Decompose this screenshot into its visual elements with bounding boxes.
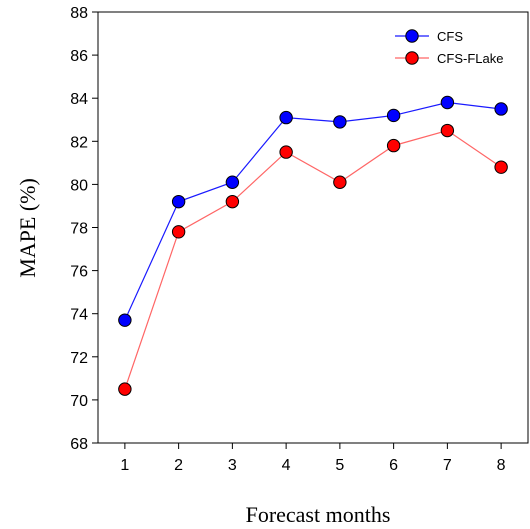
series-line-cfs [124, 101, 502, 321]
x-tick-label: 5 [335, 457, 344, 474]
data-point-cfs [386, 108, 401, 123]
legend: CFS CFS-FLake [395, 29, 503, 66]
data-point-cfs-flake [333, 175, 347, 189]
legend-label: CFS-FLake [437, 51, 503, 66]
y-tick-label: 70 [70, 393, 88, 410]
x-tick-label: 2 [174, 457, 183, 474]
y-axis-title: MAPE (%) [15, 178, 40, 278]
y-tick-label: 80 [70, 177, 88, 194]
legend-label: CFS [437, 29, 463, 44]
legend-item-cfs: CFS [395, 29, 463, 44]
y-axis-ticks: 68 70 72 74 76 78 80 82 84 86 88 [70, 5, 98, 453]
series-layer [118, 95, 508, 396]
y-tick-label: 84 [70, 91, 88, 108]
series-line-cfs-flake [124, 129, 502, 390]
data-point-cfs [333, 115, 347, 129]
legend-marker [405, 29, 419, 43]
x-tick-label: 6 [389, 457, 398, 474]
x-axis-title: Forecast months [246, 502, 391, 527]
y-tick-label: 82 [70, 134, 88, 151]
data-point-cfs [225, 175, 240, 189]
y-tick-label: 88 [70, 5, 88, 22]
data-point-cfs [118, 313, 132, 327]
y-tick-label: 68 [70, 436, 88, 453]
legend-item-cfs-flake: CFS-FLake [395, 51, 503, 66]
data-point-cfs-flake [386, 138, 401, 153]
x-tick-label: 7 [443, 457, 452, 474]
x-tick-label: 1 [120, 457, 129, 474]
x-axis-ticks: 1 2 3 4 5 6 7 8 [120, 443, 506, 474]
data-point-cfs-flake [440, 123, 455, 138]
plot-frame [97, 11, 529, 444]
data-point-cfs [279, 110, 293, 125]
series-cfs-flake [118, 123, 508, 396]
y-tick-label: 72 [70, 350, 88, 367]
data-point-cfs [494, 102, 508, 116]
x-tick-label: 3 [228, 457, 237, 474]
data-point-cfs [440, 95, 455, 110]
y-tick-label: 78 [70, 221, 88, 238]
x-tick-label: 4 [282, 457, 291, 474]
legend-marker [405, 51, 419, 65]
data-point-cfs-flake [225, 194, 240, 209]
y-tick-label: 86 [70, 48, 88, 65]
data-point-cfs-flake [279, 145, 293, 159]
data-point-cfs [171, 194, 186, 209]
y-tick-label: 74 [70, 307, 88, 324]
data-point-cfs-flake [171, 225, 186, 239]
data-point-cfs-flake [118, 382, 132, 396]
axes [97, 11, 529, 444]
y-tick-label: 76 [70, 264, 88, 281]
series-cfs [118, 95, 508, 327]
x-tick-label: 8 [497, 457, 506, 474]
data-point-cfs-flake [494, 160, 508, 174]
